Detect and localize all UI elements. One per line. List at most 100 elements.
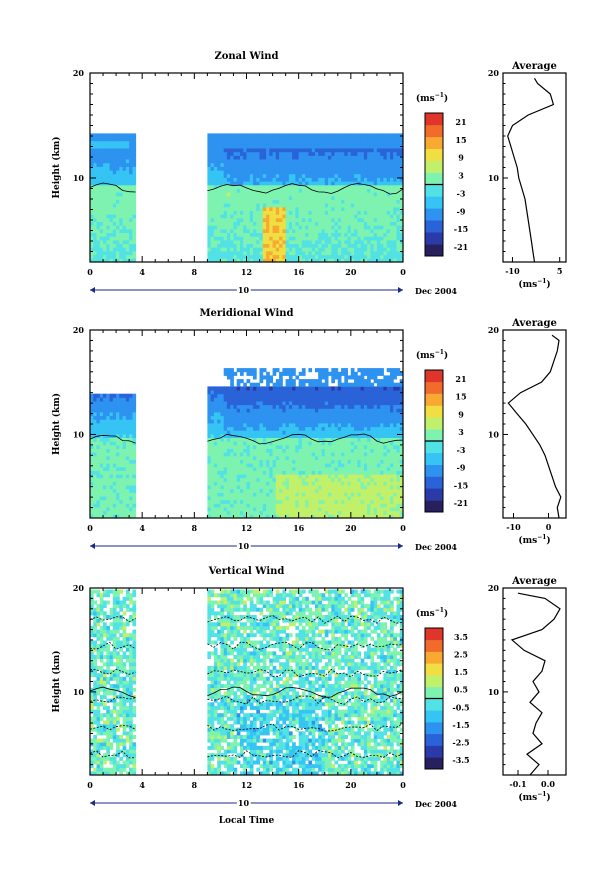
heatmap-cell (269, 492, 273, 496)
heatmap-cell (266, 170, 270, 174)
heatmap-cell (299, 441, 303, 445)
heatmap-cell (361, 211, 365, 215)
heatmap-cell (325, 423, 329, 427)
heatmap-cell (279, 496, 283, 500)
heatmap-cell (328, 163, 332, 167)
heatmap-cell (113, 503, 117, 507)
heatmap-cell (237, 141, 241, 145)
heatmap-cell (338, 481, 342, 485)
heatmap-cell (289, 419, 293, 423)
heatmap-cell (282, 251, 286, 255)
heatmap-cell (308, 229, 312, 233)
heatmap-cell (380, 211, 384, 215)
heatmap-cell (273, 408, 277, 412)
heatmap-cell (292, 148, 296, 152)
heatmap-cell (106, 441, 110, 445)
heatmap-cell (315, 474, 319, 478)
heatmap-cell (367, 244, 371, 248)
heatmap-cell (348, 189, 352, 193)
heatmap-cell (110, 496, 114, 500)
heatmap-cell (100, 412, 104, 416)
heatmap-cell (273, 427, 277, 431)
heatmap-cell (123, 467, 127, 471)
heatmap-cell (116, 236, 120, 240)
heatmap-cell (253, 181, 257, 185)
heatmap-cell (211, 229, 215, 233)
heatmap-cell (116, 155, 120, 159)
heatmap-cell (256, 203, 260, 207)
heatmap-cell (211, 211, 215, 215)
heatmap-cell (367, 211, 371, 215)
heatmap-cell (338, 233, 342, 237)
heatmap-cell (243, 460, 247, 464)
heatmap-cell (348, 485, 352, 489)
heatmap-cell (338, 372, 342, 376)
heatmap-cell (224, 423, 228, 427)
heatmap-cell (211, 503, 215, 507)
heatmap-cell (361, 214, 365, 218)
heatmap-cell (312, 496, 316, 500)
heatmap-cell (230, 500, 234, 504)
heatmap-cell (370, 152, 374, 156)
heatmap-cell (250, 372, 254, 376)
heatmap-cell (273, 185, 277, 189)
heatmap-cell (113, 485, 117, 489)
heatmap-cell (315, 427, 319, 431)
heatmap-cell (341, 178, 345, 182)
heatmap-cell (341, 207, 345, 211)
heatmap-cell (338, 460, 342, 464)
heatmap-cell (237, 445, 241, 449)
heatmap-cell (116, 189, 120, 193)
heatmap-cell (390, 225, 394, 229)
heatmap-cell (237, 500, 241, 504)
heatmap-cell (292, 474, 296, 478)
heatmap-cell (256, 240, 260, 244)
heatmap-cell (214, 401, 218, 405)
heatmap-cell (387, 247, 391, 251)
heatmap-cell (328, 155, 332, 159)
heatmap-cell (348, 449, 352, 453)
heatmap-cell (295, 163, 299, 167)
heatmap-cell (338, 412, 342, 416)
heatmap-cell (341, 192, 345, 196)
heatmap-cell (250, 412, 254, 416)
heatmap-cell (286, 218, 290, 222)
heatmap-cell (269, 218, 273, 222)
heatmap-cell (308, 214, 312, 218)
heatmap-cell (234, 203, 238, 207)
heatmap-cell (318, 375, 322, 379)
heatmap-cell (393, 233, 397, 237)
heatmap-cell (377, 163, 381, 167)
heatmap-cell (237, 416, 241, 420)
heatmap-cell (100, 489, 104, 493)
heatmap-cell (331, 496, 335, 500)
heatmap-cell (312, 478, 316, 482)
heatmap-cell (214, 137, 218, 141)
heatmap-cell (234, 214, 238, 218)
heatmap-cell (260, 507, 264, 511)
heatmap-cell (341, 137, 345, 141)
heatmap-cell (217, 485, 221, 489)
heatmap-cell (276, 408, 280, 412)
heatmap-cell (224, 247, 228, 251)
heatmap-cell (93, 218, 97, 222)
heatmap-cell (335, 423, 339, 427)
heatmap-cell (390, 144, 394, 148)
heatmap-cell (100, 159, 104, 163)
heatmap-cell (328, 133, 332, 137)
heatmap-cell (116, 394, 120, 398)
heatmap-cell (341, 240, 345, 244)
heatmap-cell (393, 170, 397, 174)
heatmap-cell (282, 222, 286, 226)
heatmap-cell (110, 438, 114, 442)
heatmap-cell (338, 174, 342, 178)
heatmap-cell (237, 412, 241, 416)
heatmap-cell (325, 496, 329, 500)
heatmap-cell (260, 207, 264, 211)
heatmap-cell (230, 379, 234, 383)
heatmap-cell (295, 401, 299, 405)
heatmap-cell (227, 200, 231, 204)
heatmap-cell (299, 170, 303, 174)
heatmap-cell (224, 452, 228, 456)
heatmap-cell (237, 225, 241, 229)
